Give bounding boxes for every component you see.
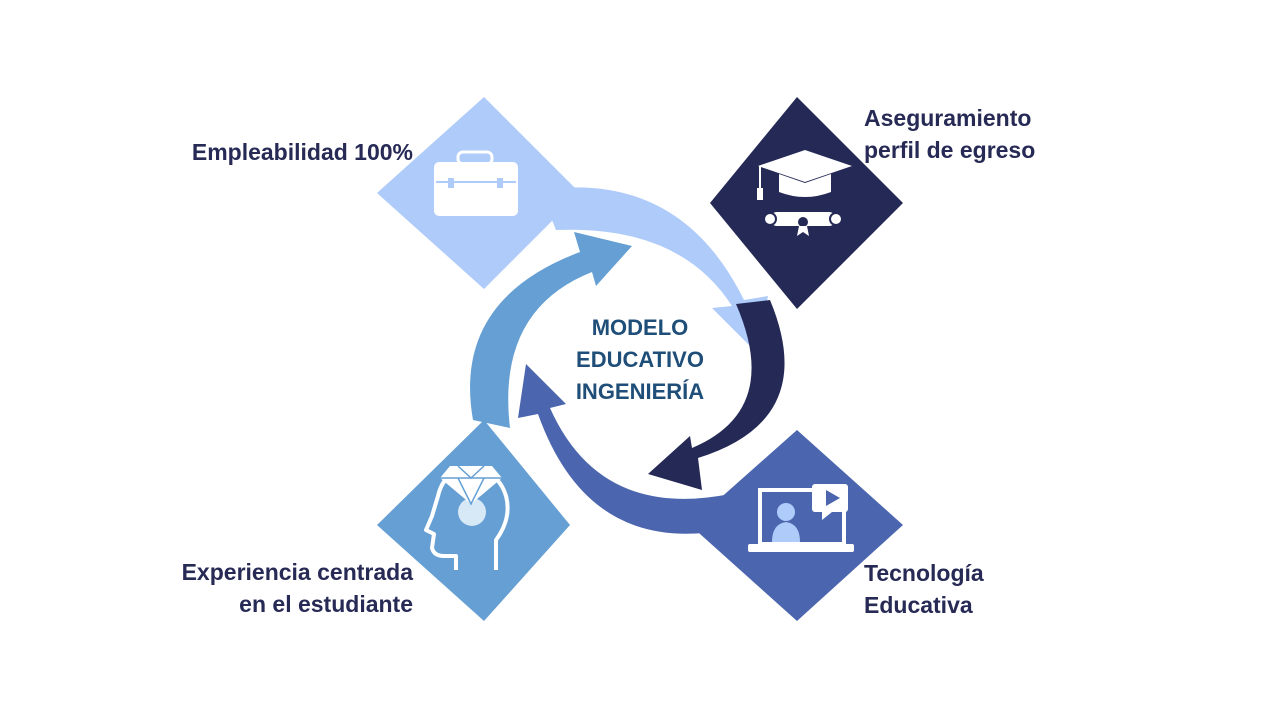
technology-diamond: [690, 430, 903, 621]
arrow-technology: [518, 364, 735, 534]
student-experience-label-line2: en el estudiante: [239, 591, 413, 617]
graduate-profile-label-line1: Aseguramiento: [864, 105, 1032, 131]
graduate-profile-diamond: [710, 97, 903, 309]
student-experience-label: Experiencia centrada en el estudiante: [182, 556, 413, 620]
online-class-icon: [748, 484, 854, 552]
mind-diamond-icon: [424, 465, 510, 570]
technology-label-line1: Tecnología: [864, 560, 984, 586]
center-title-line1: MODELO: [591, 315, 689, 340]
briefcase-icon: [434, 150, 518, 216]
graduate-profile-label: Aseguramiento perfil de egreso: [864, 102, 1035, 166]
employability-label-line1: Empleabilidad 100%: [191, 139, 413, 165]
student-experience-label-line1: Experiencia centrada: [181, 559, 413, 585]
graduate-profile-label-line2: perfil de egreso: [864, 137, 1036, 163]
center-title-line3: INGENIERÍA: [575, 379, 705, 404]
employability-label: Empleabilidad 100%: [192, 136, 413, 168]
center-title-line2: EDUCATIVO: [576, 347, 704, 372]
graduation-cap-icon: [757, 150, 852, 200]
arrow-graduate-profile: [648, 300, 785, 490]
technology-label: Tecnología Educativa: [864, 557, 984, 621]
arrow-employability: [540, 187, 768, 352]
center-title: MODELO EDUCATIVO INGENIERÍA: [540, 312, 740, 408]
technology-label-line2: Educativa: [864, 592, 973, 618]
diploma-icon: [763, 212, 843, 236]
arrow-student-experience: [470, 232, 632, 428]
